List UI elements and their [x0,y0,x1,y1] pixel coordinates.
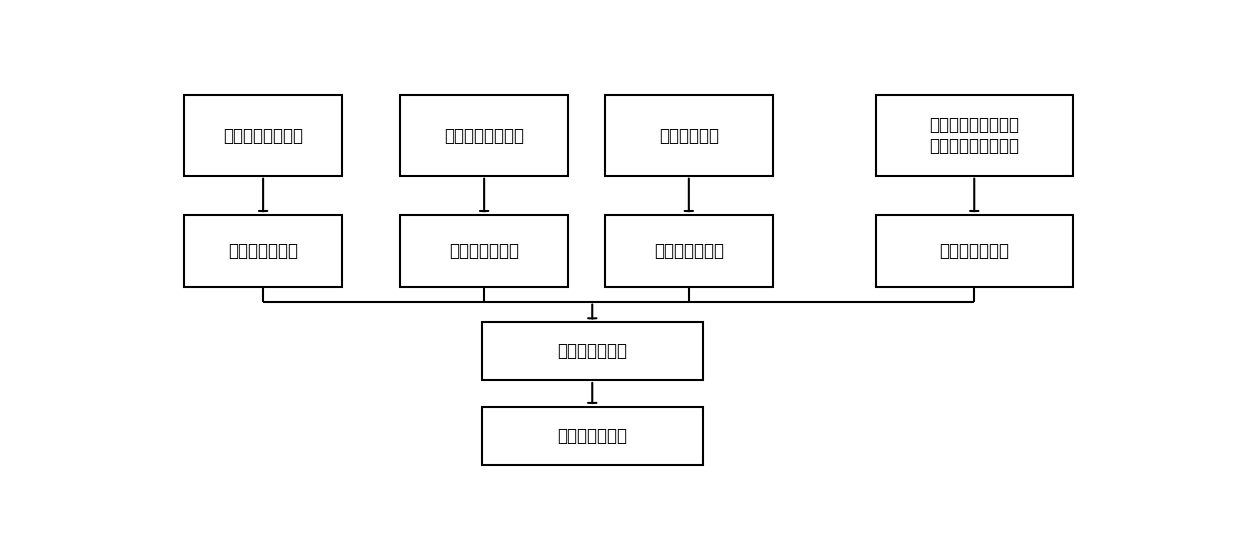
FancyBboxPatch shape [401,215,568,287]
Text: 图纸识别螺纹位置: 图纸识别螺纹位置 [223,126,303,145]
FancyBboxPatch shape [605,95,773,176]
Text: 距离控制拧螺丝: 距离控制拧螺丝 [557,342,627,360]
FancyBboxPatch shape [401,95,568,176]
Text: 视觉识别螺栓头位置
视觉识别螺栓头角度: 视觉识别螺栓头位置 视觉识别螺栓头角度 [929,116,1019,155]
Text: 柔性拧螺丝装置: 柔性拧螺丝装置 [449,242,520,260]
FancyBboxPatch shape [184,215,342,287]
FancyBboxPatch shape [875,95,1073,176]
Text: 刚性拧螺丝装置: 刚性拧螺丝装置 [939,242,1009,260]
Text: 扭矩控制拧螺丝: 扭矩控制拧螺丝 [557,427,627,445]
Text: 示教螺纹位置: 示教螺纹位置 [658,126,719,145]
Text: 柔性拧螺丝装置: 柔性拧螺丝装置 [653,242,724,260]
Text: 柔性拧螺丝装置: 柔性拧螺丝装置 [228,242,298,260]
Text: 视觉识别螺纹位置: 视觉识别螺纹位置 [444,126,525,145]
FancyBboxPatch shape [481,407,703,465]
FancyBboxPatch shape [481,322,703,380]
FancyBboxPatch shape [875,215,1073,287]
FancyBboxPatch shape [184,95,342,176]
FancyBboxPatch shape [605,215,773,287]
